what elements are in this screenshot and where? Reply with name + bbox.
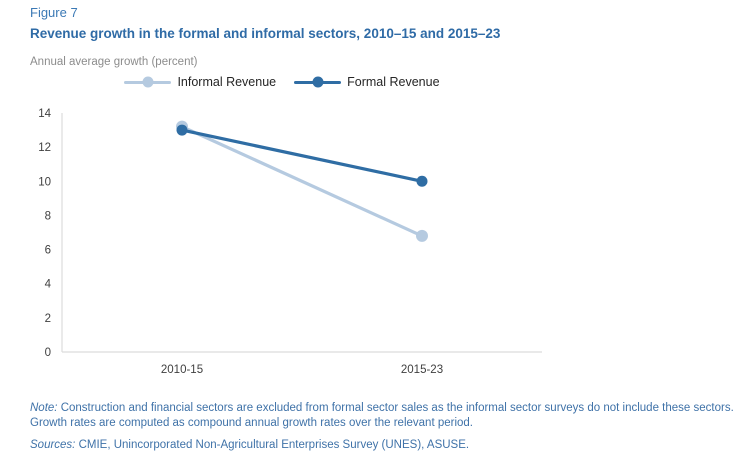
data-point-marker-informal [416, 229, 428, 242]
legend-item-informal: Informal Revenue [124, 76, 276, 89]
y-tick-label: 4 [45, 279, 52, 291]
y-tick-label: 2 [45, 313, 51, 325]
y-tick-label: 10 [38, 176, 51, 188]
sources-body: CMIE, Unincorporated Non-Agricultural En… [75, 439, 470, 452]
y-tick-label: 14 [38, 108, 51, 120]
legend-line-marker-informal [124, 76, 172, 88]
chart-legend: Informal Revenue Formal Revenue [42, 76, 522, 89]
plot-area: 0 2 4 6 8 10 12 14 2010-15 2015-23 [0, 70, 750, 382]
chart-title: Revenue growth in the formal and informa… [30, 25, 501, 41]
legend-dot-icon [142, 76, 154, 88]
x-tick-label: 2015-23 [401, 364, 443, 376]
note-body: Construction and financial sectors are e… [30, 402, 734, 430]
data-point-marker-formal [176, 124, 188, 136]
legend-label-formal: Formal Revenue [347, 75, 440, 89]
data-point-marker-formal [416, 175, 428, 187]
series-line-informal [180, 125, 424, 238]
y-tick-label: 8 [45, 210, 51, 222]
sources-prefix: Sources: [30, 439, 76, 452]
x-tick-label: 2010-15 [161, 364, 203, 376]
y-axis-units-label: Annual average growth (percent) [30, 55, 198, 68]
note-text: Note: Construction and financial sectors… [30, 401, 742, 431]
legend-item-formal: Formal Revenue [294, 75, 440, 89]
chart-footer: Note: Construction and financial sectors… [30, 401, 742, 454]
y-tick-label: 0 [45, 347, 51, 359]
note-prefix: Note: [30, 402, 58, 414]
legend-label-informal: Informal Revenue [177, 75, 277, 89]
line-chart: 0 2 4 6 8 10 12 14 2010-15 2015-23 [38, 108, 542, 376]
legend-line-marker-formal [294, 76, 342, 88]
y-tick-label: 6 [45, 245, 51, 257]
y-tick-label: 12 [38, 142, 51, 154]
legend-dot-icon [312, 76, 324, 88]
figure-label: Figure 7 [30, 5, 78, 20]
sources-text: Sources: CMIE, Unincorporated Non-Agricu… [30, 438, 742, 453]
series-line-formal [180, 128, 424, 183]
chart-header: Figure 7 Revenue growth in the formal an… [30, 5, 730, 68]
